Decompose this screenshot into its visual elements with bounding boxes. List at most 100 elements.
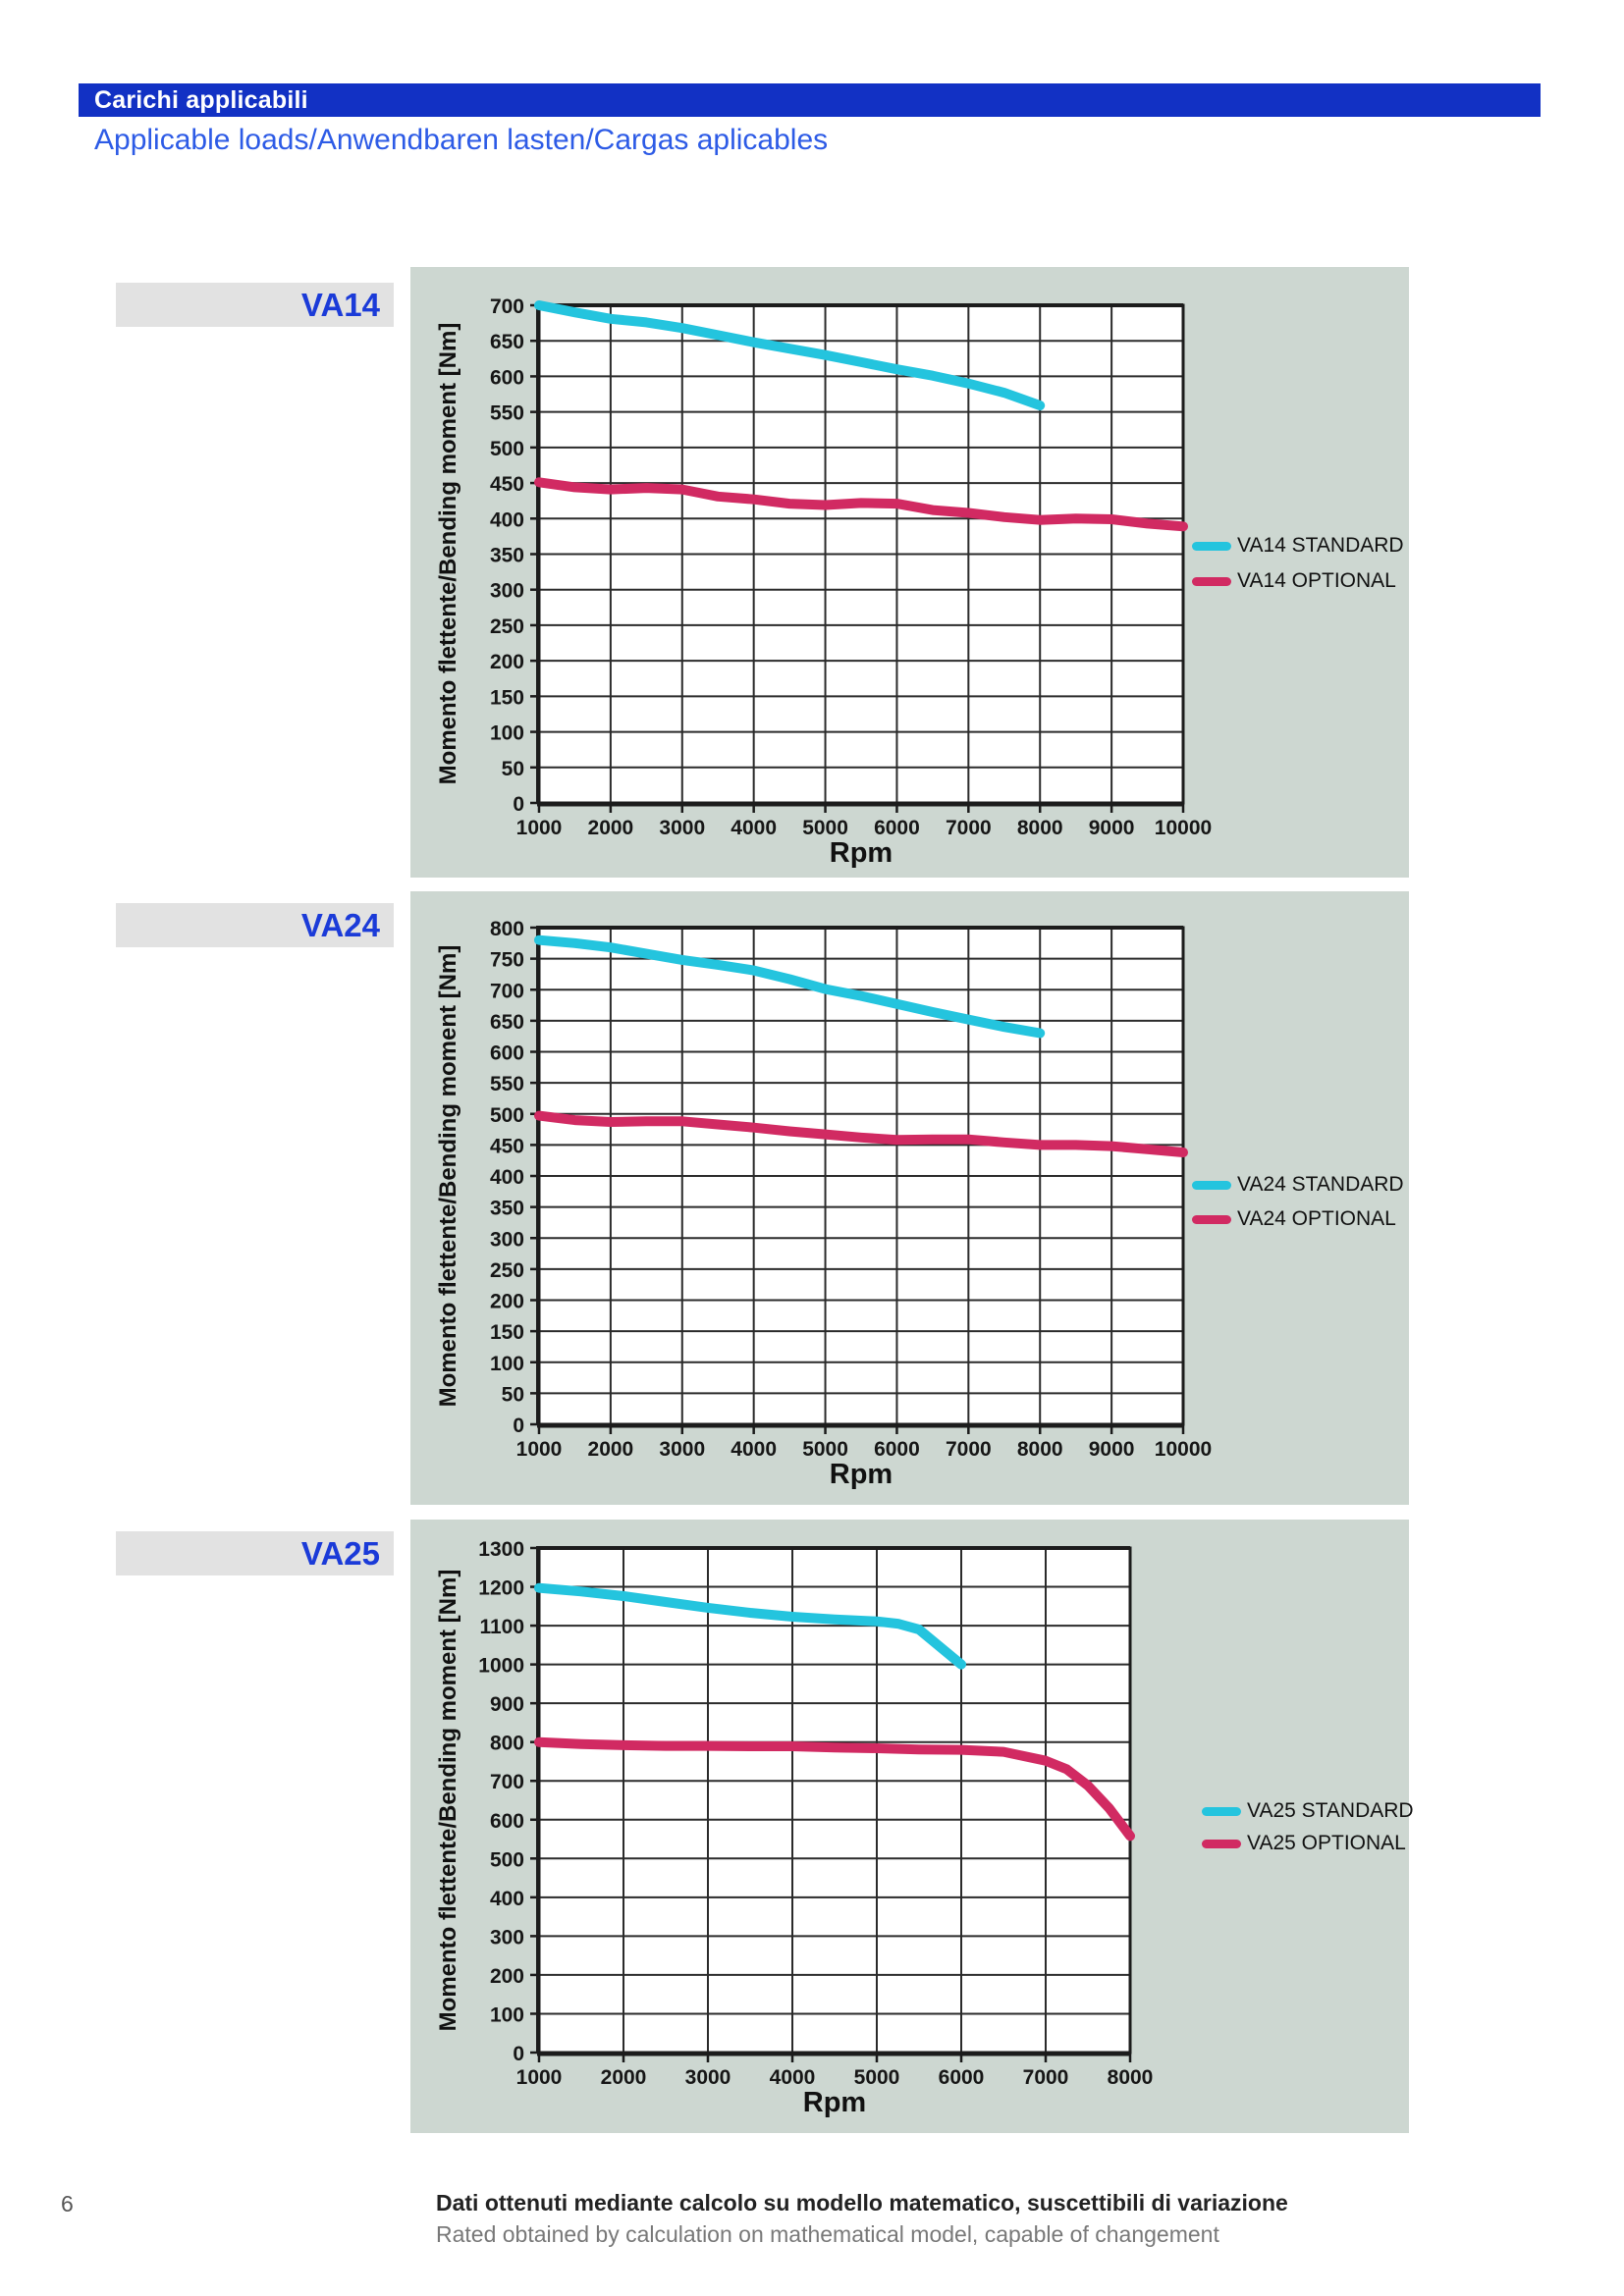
svg-text:150: 150 xyxy=(490,686,524,709)
va14-y-axis-title: Momento flettente/Bending moment [Nm] xyxy=(435,323,461,785)
svg-text:10000: 10000 xyxy=(1155,817,1212,839)
svg-text:2000: 2000 xyxy=(601,2066,647,2089)
va14-model-label: VA14 xyxy=(116,283,394,327)
svg-text:700: 700 xyxy=(490,295,524,318)
svg-text:6000: 6000 xyxy=(874,1438,920,1461)
svg-text:1000: 1000 xyxy=(516,1438,563,1461)
optional-line-swatch xyxy=(1192,1214,1231,1224)
svg-text:8000: 8000 xyxy=(1017,817,1063,839)
svg-text:2000: 2000 xyxy=(588,1438,634,1461)
svg-text:300: 300 xyxy=(490,1228,524,1251)
svg-text:300: 300 xyxy=(490,1926,524,1949)
svg-text:200: 200 xyxy=(490,651,524,673)
svg-text:7000: 7000 xyxy=(1023,2066,1069,2089)
svg-text:100: 100 xyxy=(490,1353,524,1375)
va25-legend-standard: VA25 STANDARD xyxy=(1202,1798,1414,1824)
svg-text:350: 350 xyxy=(490,545,524,567)
svg-text:6000: 6000 xyxy=(939,2066,985,2089)
svg-text:1000: 1000 xyxy=(478,1655,524,1678)
va25-y-axis-title: Momento flettente/Bending moment [Nm] xyxy=(435,1570,461,2032)
svg-text:350: 350 xyxy=(490,1198,524,1220)
svg-text:100: 100 xyxy=(490,2003,524,2026)
svg-text:600: 600 xyxy=(490,1042,524,1065)
svg-text:1100: 1100 xyxy=(479,1616,524,1638)
svg-text:300: 300 xyxy=(490,580,524,603)
svg-text:8000: 8000 xyxy=(1017,1438,1063,1461)
svg-text:7000: 7000 xyxy=(946,817,992,839)
svg-text:9000: 9000 xyxy=(1089,817,1135,839)
svg-text:400: 400 xyxy=(490,1888,524,1910)
svg-text:800: 800 xyxy=(490,918,524,940)
svg-text:5000: 5000 xyxy=(802,817,848,839)
standard-line-swatch xyxy=(1202,1806,1241,1816)
svg-text:1000: 1000 xyxy=(516,817,563,839)
legend-label: VA24 OPTIONAL xyxy=(1237,1207,1396,1230)
svg-text:500: 500 xyxy=(490,1848,524,1871)
svg-text:550: 550 xyxy=(490,402,524,425)
svg-text:650: 650 xyxy=(490,1011,524,1034)
footer-note: Dati ottenuti mediante calcolo su modell… xyxy=(436,2187,1288,2250)
legend-label: VA25 STANDARD xyxy=(1247,1799,1414,1822)
va24-legend-optional: VA24 OPTIONAL xyxy=(1192,1206,1396,1232)
svg-text:0: 0 xyxy=(513,1415,524,1437)
svg-text:1000: 1000 xyxy=(516,2066,563,2089)
svg-text:150: 150 xyxy=(490,1321,524,1344)
va14-legend-optional: VA14 OPTIONAL xyxy=(1192,568,1396,594)
svg-text:500: 500 xyxy=(490,438,524,460)
svg-text:400: 400 xyxy=(490,1166,524,1189)
va25-model-label: VA25 xyxy=(116,1531,394,1575)
va14-chart-panel: Momento flettente/Bending moment [Nm] Rp… xyxy=(410,267,1409,878)
svg-text:3000: 3000 xyxy=(685,2066,731,2089)
svg-text:800: 800 xyxy=(490,1733,524,1755)
svg-text:6000: 6000 xyxy=(874,817,920,839)
section-header-bar: Carichi applicabili xyxy=(79,83,1541,117)
va14-legend-standard: VA14 STANDARD xyxy=(1192,533,1404,559)
optional-line-swatch xyxy=(1202,1839,1241,1848)
svg-text:250: 250 xyxy=(490,615,524,638)
svg-text:500: 500 xyxy=(490,1104,524,1127)
svg-text:650: 650 xyxy=(490,331,524,353)
svg-text:0: 0 xyxy=(513,793,524,816)
svg-text:1200: 1200 xyxy=(478,1577,524,1600)
svg-text:50: 50 xyxy=(502,758,524,780)
standard-line-swatch xyxy=(1192,1180,1231,1190)
svg-text:4000: 4000 xyxy=(770,2066,816,2089)
legend-label: VA14 STANDARD xyxy=(1237,534,1404,557)
svg-text:700: 700 xyxy=(490,1771,524,1793)
svg-text:450: 450 xyxy=(490,1135,524,1157)
va24-x-axis-title: Rpm xyxy=(830,1459,893,1490)
svg-text:9000: 9000 xyxy=(1089,1438,1135,1461)
va24-chart-panel: Momento flettente/Bending moment [Nm] Rp… xyxy=(410,891,1409,1505)
svg-text:100: 100 xyxy=(490,722,524,745)
svg-text:3000: 3000 xyxy=(659,1438,705,1461)
svg-text:7000: 7000 xyxy=(946,1438,992,1461)
page-subtitle: Applicable loads/Anwendbaren lasten/Carg… xyxy=(94,124,829,156)
svg-text:900: 900 xyxy=(490,1693,524,1716)
svg-text:4000: 4000 xyxy=(731,1438,777,1461)
svg-text:400: 400 xyxy=(490,508,524,531)
va25-legend-optional: VA25 OPTIONAL xyxy=(1202,1831,1406,1856)
va14-x-axis-title: Rpm xyxy=(830,837,893,869)
legend-label: VA25 OPTIONAL xyxy=(1247,1832,1406,1854)
va24-y-axis-title: Momento flettente/Bending moment [Nm] xyxy=(435,945,461,1408)
va24-legend-standard: VA24 STANDARD xyxy=(1192,1172,1404,1198)
svg-text:450: 450 xyxy=(490,473,524,496)
svg-text:750: 750 xyxy=(490,949,524,972)
svg-text:0: 0 xyxy=(513,2043,524,2065)
footer-note-english: Rated obtained by calculation on mathema… xyxy=(436,2221,1219,2247)
va25-chart-panel: Momento flettente/Bending moment [Nm] Rp… xyxy=(410,1520,1414,2133)
svg-text:5000: 5000 xyxy=(802,1438,848,1461)
va24-model-label: VA24 xyxy=(116,903,394,947)
svg-text:550: 550 xyxy=(490,1073,524,1095)
legend-label: VA14 OPTIONAL xyxy=(1237,569,1396,592)
svg-text:50: 50 xyxy=(502,1383,524,1406)
legend-label: VA24 STANDARD xyxy=(1237,1173,1404,1196)
svg-text:200: 200 xyxy=(490,1291,524,1313)
svg-text:5000: 5000 xyxy=(854,2066,900,2089)
svg-text:700: 700 xyxy=(490,980,524,1002)
svg-text:600: 600 xyxy=(490,366,524,389)
svg-text:200: 200 xyxy=(490,1965,524,1988)
va25-chart: Momento flettente/Bending moment [Nm] Rp… xyxy=(435,1538,1154,2118)
svg-text:8000: 8000 xyxy=(1108,2066,1154,2089)
